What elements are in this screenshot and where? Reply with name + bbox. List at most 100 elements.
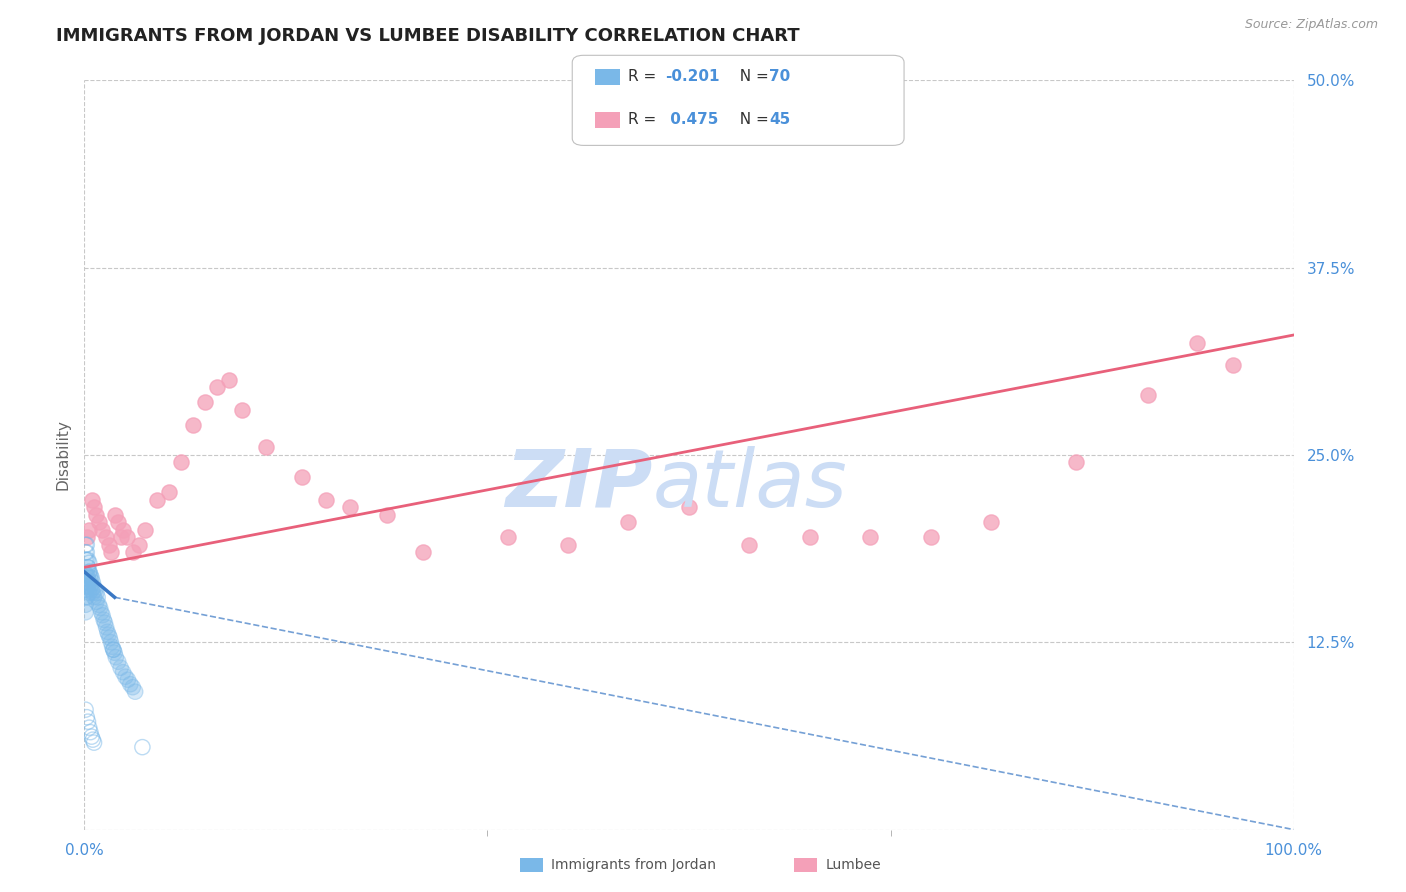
Point <box>82 575 104 590</box>
Point <box>75 591 97 605</box>
Point <box>117 673 139 687</box>
Point <box>77 560 100 574</box>
Point <box>86 595 108 609</box>
Point <box>859 530 882 544</box>
Point <box>77 586 100 600</box>
Point <box>86 586 108 600</box>
Point <box>80 582 103 597</box>
Point <box>77 586 100 600</box>
Point <box>76 575 98 590</box>
Point <box>75 591 97 605</box>
Point <box>121 680 143 694</box>
Point <box>77 580 100 594</box>
Point <box>124 684 146 698</box>
Point <box>86 591 108 605</box>
Point <box>115 530 138 544</box>
Text: R =: R = <box>628 112 662 127</box>
Point <box>91 608 114 623</box>
Point <box>76 553 98 567</box>
Point <box>104 646 127 660</box>
Point <box>80 571 103 585</box>
Point <box>77 565 100 579</box>
Text: Immigrants from Jordan: Immigrants from Jordan <box>551 858 716 872</box>
Point <box>103 642 125 657</box>
Point <box>97 538 120 552</box>
Point <box>76 530 98 544</box>
Point <box>75 538 97 552</box>
Point <box>157 485 180 500</box>
Text: IMMIGRANTS FROM JORDAN VS LUMBEE DISABILITY CORRELATION CHART: IMMIGRANTS FROM JORDAN VS LUMBEE DISABIL… <box>56 27 800 45</box>
Point <box>112 523 135 537</box>
Point <box>76 567 98 582</box>
Point <box>94 620 117 634</box>
Point <box>77 571 100 585</box>
Point <box>104 508 127 522</box>
Point <box>339 500 361 515</box>
Point <box>75 567 97 582</box>
Point <box>75 582 97 597</box>
Point <box>1064 455 1087 469</box>
Point <box>101 640 124 654</box>
Point <box>77 571 100 585</box>
Point <box>96 624 118 639</box>
Point <box>82 575 104 590</box>
Point <box>100 545 122 559</box>
Point <box>82 586 104 600</box>
Point <box>218 373 240 387</box>
Point <box>75 567 97 582</box>
Point <box>194 395 217 409</box>
Point <box>83 580 105 594</box>
Point <box>94 530 117 544</box>
Point <box>107 516 129 530</box>
Point <box>76 567 98 582</box>
Point <box>86 586 108 600</box>
Point <box>82 586 104 600</box>
Point <box>76 591 98 605</box>
Point <box>75 605 97 619</box>
Y-axis label: Disability: Disability <box>55 419 70 491</box>
Point <box>103 642 125 657</box>
Point <box>100 635 122 649</box>
Text: 0.475: 0.475 <box>665 112 718 127</box>
Point <box>110 661 132 675</box>
Point <box>128 538 150 552</box>
Point <box>76 575 98 590</box>
Point <box>920 530 942 544</box>
Point <box>117 673 139 687</box>
Point <box>89 600 111 615</box>
Point <box>93 613 115 627</box>
Point <box>76 538 98 552</box>
Point <box>181 417 204 432</box>
Point <box>77 553 100 567</box>
Text: 45: 45 <box>769 112 790 127</box>
Point <box>120 677 142 691</box>
Point <box>79 567 101 582</box>
Point <box>112 665 135 680</box>
Point <box>80 492 103 507</box>
Point <box>77 523 100 537</box>
Point <box>375 508 398 522</box>
Point <box>77 565 100 579</box>
Point <box>83 736 105 750</box>
Point <box>75 605 97 619</box>
Point <box>170 455 193 469</box>
Point <box>80 571 103 585</box>
Point <box>84 582 107 597</box>
Point <box>83 591 105 605</box>
Point <box>110 530 132 544</box>
Point <box>76 710 98 724</box>
Point <box>77 580 100 594</box>
Point <box>124 684 146 698</box>
Point <box>131 740 153 755</box>
Point <box>75 703 97 717</box>
Point <box>79 580 101 594</box>
Point <box>104 650 127 665</box>
Text: atlas: atlas <box>652 446 848 524</box>
Text: N =: N = <box>730 112 773 127</box>
Point <box>94 620 117 634</box>
Point <box>980 516 1002 530</box>
Point <box>76 591 98 605</box>
Point <box>75 545 97 559</box>
Point <box>77 714 100 729</box>
Point <box>110 661 132 675</box>
